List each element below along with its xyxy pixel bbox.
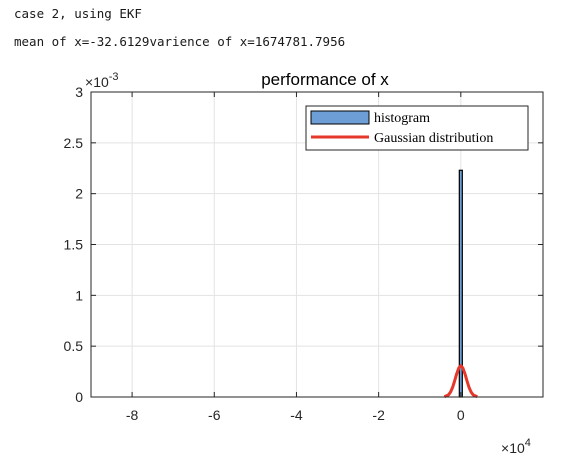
x-multiplier-exponent: 4 bbox=[525, 437, 531, 449]
console-stats-line: mean of x=-32.6129varience of x=1674781.… bbox=[14, 34, 346, 49]
y-multiplier-label: ×10-3 bbox=[85, 71, 119, 90]
histogram-bar bbox=[458, 169, 463, 398]
axis-ticks: 0 0.5 1 1.5 2 2.5 3 -8 -6 -4 -2 0 bbox=[64, 84, 543, 423]
console-output-line: case 2, using EKF bbox=[14, 6, 142, 21]
y-tick-label: 2.5 bbox=[64, 135, 84, 151]
y-multiplier-base: 10 bbox=[93, 74, 109, 90]
x-tick-label: -6 bbox=[208, 407, 221, 423]
gaussian-curve bbox=[443, 364, 478, 399]
y-tick-label: 0 bbox=[75, 389, 83, 405]
y-tick-label: 3 bbox=[75, 84, 83, 100]
x-multiplier: ×104 bbox=[501, 437, 531, 456]
y-tick-label: 1.5 bbox=[64, 237, 84, 253]
y-tick-label: 0.5 bbox=[64, 338, 84, 354]
x-tick-label: -8 bbox=[126, 407, 139, 423]
y-multiplier: ×10-3 bbox=[85, 71, 119, 90]
y-tick-label: 2 bbox=[75, 186, 83, 202]
x-multiplier-label: ×104 bbox=[501, 437, 531, 456]
legend-label-gaussian: Gaussian distribution bbox=[374, 131, 493, 146]
y-multiplier-exponent: -3 bbox=[109, 71, 119, 83]
x-tick-label: -4 bbox=[290, 407, 303, 423]
times-sign: × bbox=[501, 440, 509, 456]
legend-swatch-histogram bbox=[310, 110, 370, 125]
legend-label-histogram: histogram bbox=[374, 111, 430, 126]
x-tick-label: -2 bbox=[372, 407, 385, 423]
times-sign: × bbox=[85, 74, 93, 90]
y-tick-label: 1 bbox=[75, 287, 83, 303]
chart-title: performance of x bbox=[261, 70, 389, 89]
legend: histogram Gaussian distribution bbox=[305, 105, 529, 151]
x-multiplier-base: 10 bbox=[509, 440, 525, 456]
x-tick-label: 0 bbox=[457, 407, 465, 423]
